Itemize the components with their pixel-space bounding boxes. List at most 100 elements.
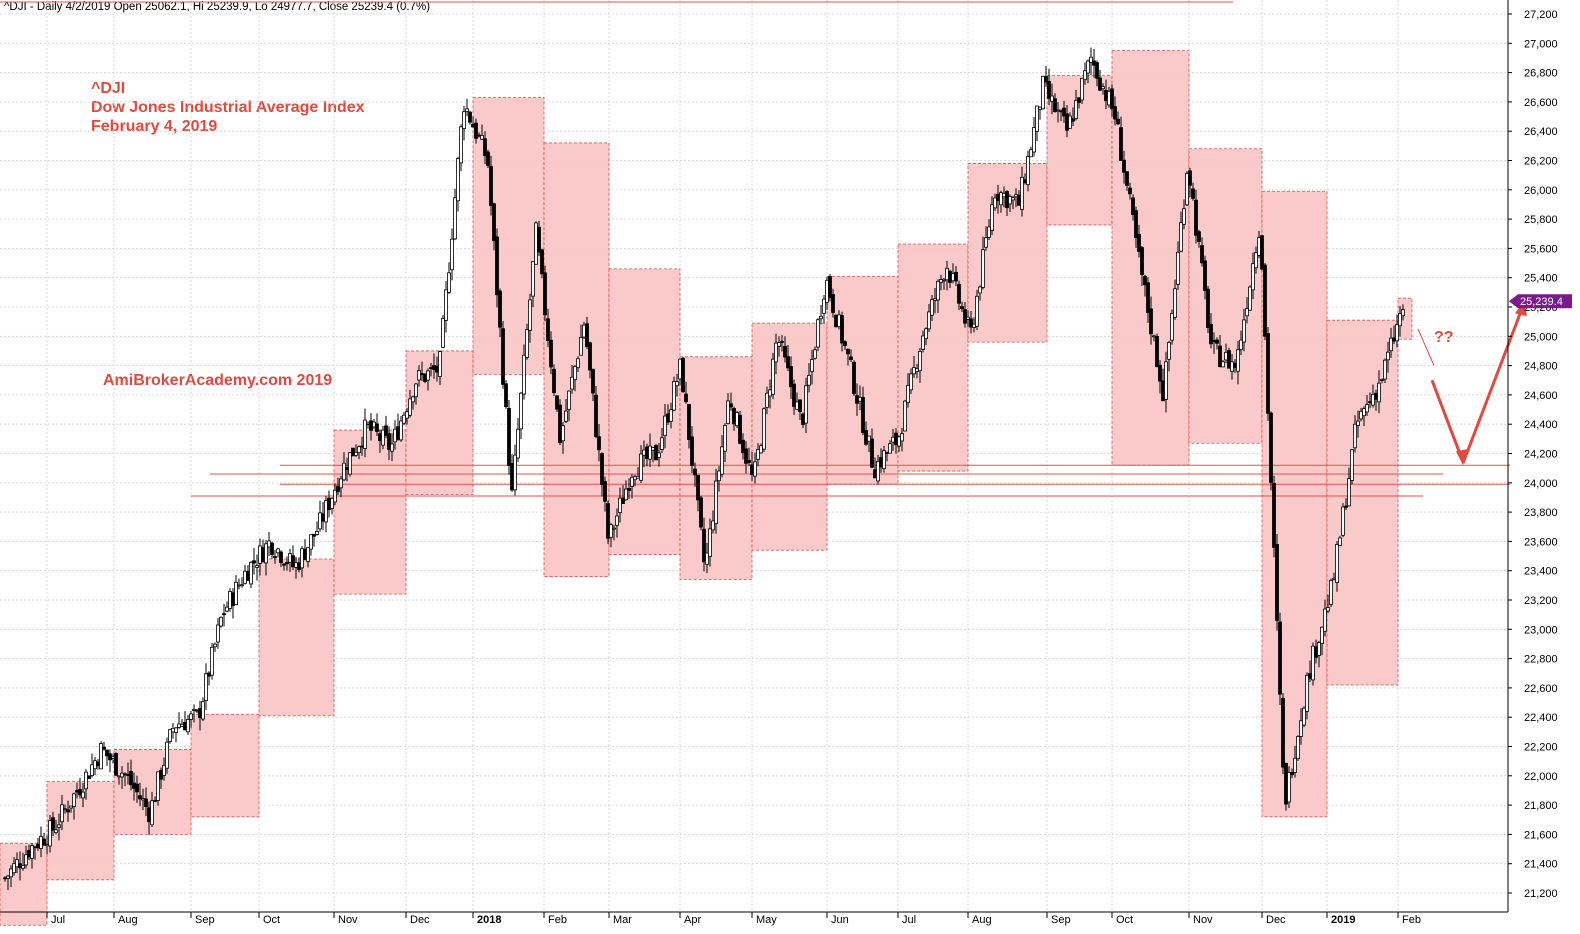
candle-body: [231, 592, 235, 606]
candle-body: [1167, 342, 1171, 360]
candle-body: [870, 438, 874, 468]
y-tick-label: 21,600: [1524, 829, 1558, 841]
candle-body: [807, 374, 811, 386]
candle-body: [1392, 337, 1396, 342]
candle-body: [234, 581, 238, 605]
candle-body: [522, 354, 526, 395]
candle-body: [306, 547, 310, 562]
candle-body: [1221, 361, 1225, 368]
candle-body: [294, 562, 298, 568]
candle-body: [45, 844, 49, 847]
candle-body: [846, 348, 850, 355]
candle-body: [291, 555, 295, 568]
candle-body: [1146, 282, 1150, 314]
candle-body: [1371, 393, 1375, 406]
candle-body: [531, 261, 535, 297]
y-tick-label: 27,000: [1524, 38, 1558, 50]
candle-body: [1308, 673, 1312, 679]
candle-body: [891, 436, 895, 443]
candle-body: [585, 323, 589, 348]
candle-body: [159, 770, 163, 780]
x-tick-label: Dec: [410, 914, 430, 926]
candle-body: [1323, 608, 1327, 632]
y-tick-label: 27,200: [1524, 9, 1558, 21]
candle-body: [1077, 97, 1081, 103]
date-annotation: February 4, 2019: [91, 118, 218, 135]
y-axis: 21,200 21,400 21,600 21,800 22,000 22,200 22,4…: [1507, 0, 1558, 912]
x-tick-label: 2018: [477, 914, 501, 926]
candle-body: [591, 368, 595, 394]
candle-body: [201, 701, 205, 720]
x-tick-label: Apr: [684, 914, 701, 926]
candle-body: [597, 436, 601, 451]
candle-body: [663, 415, 667, 437]
candle-body: [1140, 247, 1144, 275]
candle-body: [690, 436, 694, 466]
candle-body: [519, 392, 523, 430]
candle-body: [276, 548, 280, 554]
candle-body: [729, 403, 733, 408]
candle-body: [300, 548, 304, 569]
y-tick-label: 22,200: [1524, 742, 1558, 754]
candle-body: [1107, 90, 1111, 106]
candle-body: [75, 790, 79, 793]
candle-body: [516, 428, 520, 459]
candle-body: [1206, 288, 1210, 328]
candle-body: [1113, 106, 1117, 120]
candle-body: [1128, 187, 1132, 195]
candle-body: [1011, 197, 1015, 201]
candle-body: [315, 531, 319, 535]
candle-body: [303, 548, 307, 560]
range-box: [333, 429, 407, 595]
candle-body: [930, 299, 934, 316]
candle-body: [1239, 339, 1243, 350]
candle-body: [1386, 351, 1390, 361]
candle-body: [1311, 645, 1315, 681]
candle-body: [618, 497, 622, 513]
range-box: [258, 558, 335, 717]
candle-body: [732, 408, 736, 425]
candle-body: [888, 443, 892, 454]
candle-body: [255, 565, 259, 568]
candle-body: [72, 793, 76, 807]
candle-body: [1329, 579, 1333, 605]
candle-body: [528, 299, 532, 331]
last-price-label: 25,239.4: [1520, 296, 1563, 308]
candle-body: [360, 445, 364, 448]
candle-body: [840, 315, 844, 344]
candle-body: [366, 422, 370, 425]
x-tick-label: Oct: [263, 914, 280, 926]
candle-body: [510, 462, 514, 491]
candle-body: [1344, 505, 1348, 508]
candle-body: [762, 408, 766, 450]
candle-body: [342, 462, 346, 481]
candle-body: [1224, 351, 1228, 361]
candle-body: [471, 123, 475, 128]
candle-body: [327, 497, 331, 511]
candle-body: [963, 309, 967, 324]
candle-body: [453, 197, 457, 240]
x-tick-label: Jul: [902, 914, 916, 926]
candles: [3, 47, 1405, 891]
candle-body: [1254, 252, 1258, 269]
candle-body: [252, 560, 256, 564]
candle-body: [63, 808, 67, 811]
candle-body: [1281, 697, 1285, 768]
candle-body: [975, 295, 979, 327]
candle-body: [783, 345, 787, 358]
candle-body: [792, 383, 796, 407]
y-tick-label: 23,200: [1524, 595, 1558, 607]
candle-body: [921, 335, 925, 350]
candle-body: [735, 412, 739, 427]
candle-body: [1020, 176, 1024, 210]
candle-body: [339, 478, 343, 489]
candle-body: [984, 237, 988, 248]
ticker-annotation: ^DJI: [91, 80, 126, 97]
candle-body: [480, 135, 484, 140]
x-tick-label: 2019: [1331, 914, 1355, 926]
candle-body: [489, 165, 493, 206]
candle-body: [615, 515, 619, 526]
candle-body: [240, 584, 244, 587]
candle-body: [801, 413, 805, 425]
candle-body: [684, 393, 688, 403]
